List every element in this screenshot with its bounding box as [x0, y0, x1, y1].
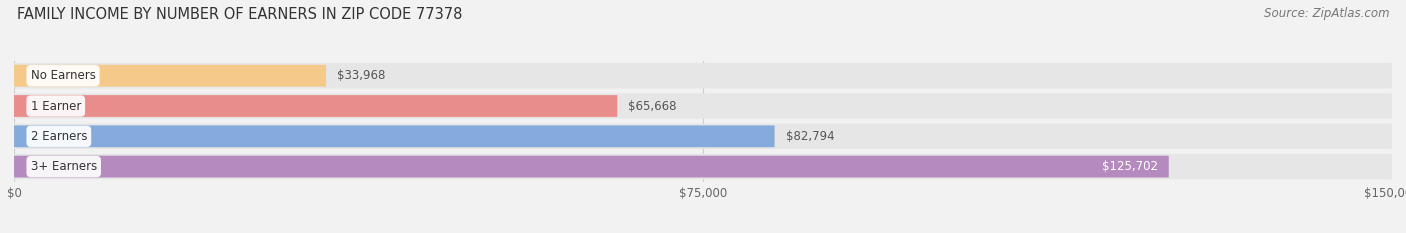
- Text: Source: ZipAtlas.com: Source: ZipAtlas.com: [1264, 7, 1389, 20]
- Text: 1 Earner: 1 Earner: [31, 99, 82, 113]
- FancyBboxPatch shape: [14, 156, 1168, 178]
- FancyBboxPatch shape: [14, 63, 1392, 89]
- Text: No Earners: No Earners: [31, 69, 96, 82]
- FancyBboxPatch shape: [14, 65, 326, 87]
- Text: FAMILY INCOME BY NUMBER OF EARNERS IN ZIP CODE 77378: FAMILY INCOME BY NUMBER OF EARNERS IN ZI…: [17, 7, 463, 22]
- FancyBboxPatch shape: [14, 95, 617, 117]
- FancyBboxPatch shape: [14, 123, 1392, 149]
- Text: $82,794: $82,794: [786, 130, 834, 143]
- Text: $65,668: $65,668: [628, 99, 676, 113]
- Text: 3+ Earners: 3+ Earners: [31, 160, 97, 173]
- Text: $33,968: $33,968: [337, 69, 385, 82]
- Text: 2 Earners: 2 Earners: [31, 130, 87, 143]
- FancyBboxPatch shape: [14, 93, 1392, 119]
- FancyBboxPatch shape: [14, 154, 1392, 179]
- Text: $125,702: $125,702: [1102, 160, 1157, 173]
- FancyBboxPatch shape: [14, 125, 775, 147]
